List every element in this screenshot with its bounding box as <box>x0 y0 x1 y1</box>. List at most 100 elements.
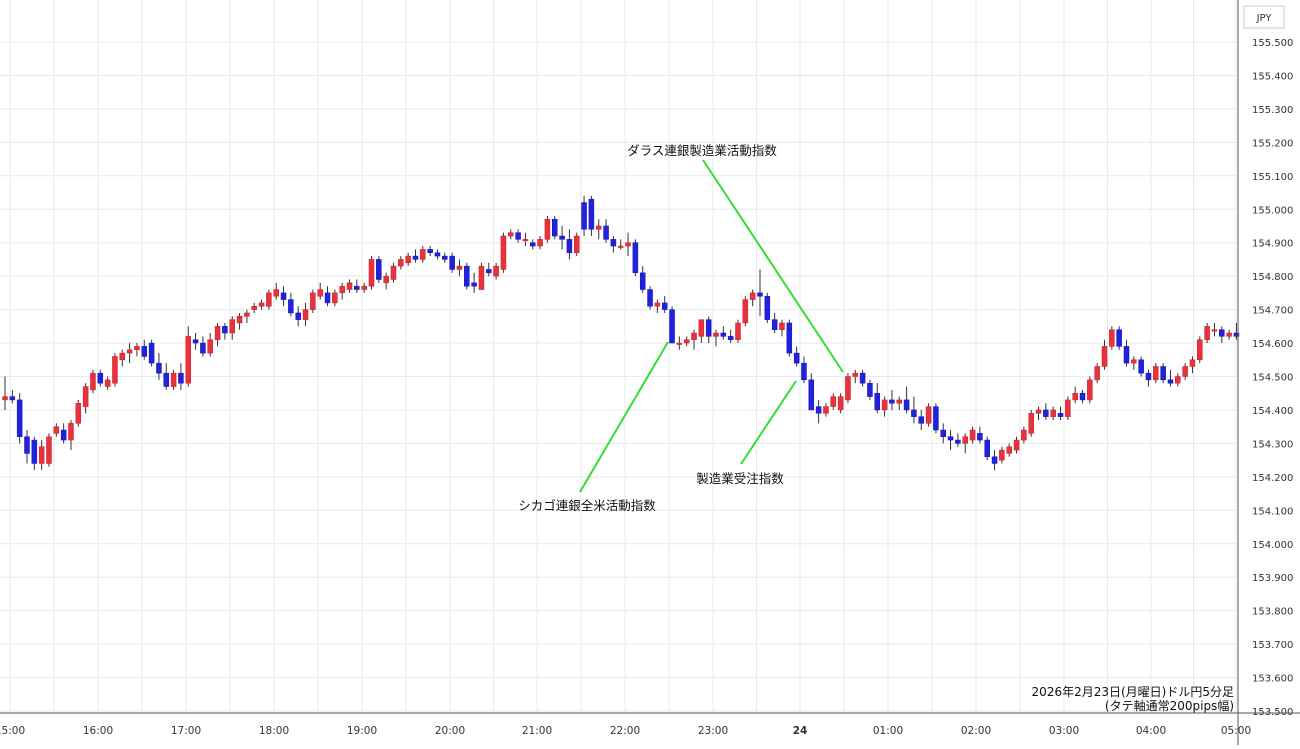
candle-down <box>1160 366 1166 381</box>
y-tick-label: 153.600 <box>1252 674 1293 685</box>
y-tick-label: 154.700 <box>1252 306 1293 317</box>
candle-down <box>141 346 148 357</box>
candle-down <box>1057 413 1064 417</box>
candle-up <box>1204 326 1210 340</box>
candle-up <box>2 396 8 401</box>
candle-down <box>1138 359 1144 374</box>
currency-label-box <box>1243 5 1285 29</box>
candle-up <box>420 249 426 260</box>
annotation-leader-line <box>702 159 844 373</box>
candle-down <box>449 255 455 270</box>
candle-down <box>720 332 727 337</box>
candle-down <box>530 242 536 247</box>
candle-up <box>266 292 272 307</box>
candle-up <box>896 399 903 404</box>
candle-up <box>104 379 111 387</box>
candle-down <box>486 269 492 274</box>
y-tick-label: 153.700 <box>1252 640 1293 651</box>
candle-down <box>801 362 807 381</box>
candle-up <box>361 285 367 290</box>
candle-down <box>1167 379 1174 384</box>
x-tick-label: 04:00 <box>1136 725 1166 737</box>
x-tick-label: 23:00 <box>698 725 728 737</box>
candle-down <box>947 436 954 441</box>
y-tick-label: 155.100 <box>1252 172 1293 183</box>
candle-up <box>537 239 543 247</box>
candle-up <box>1094 366 1100 381</box>
candle-up <box>1197 339 1203 361</box>
candle-up <box>1153 366 1159 381</box>
candle-down <box>192 339 199 344</box>
candle-up <box>1182 366 1188 377</box>
candle-up <box>368 259 375 287</box>
candle-up <box>683 339 690 344</box>
candle-down <box>97 372 104 384</box>
x-tick-label: 20:00 <box>435 725 465 737</box>
candle-down <box>200 342 206 354</box>
candle-down <box>376 259 382 280</box>
candle-down <box>1079 392 1086 401</box>
candle-up <box>317 289 323 297</box>
candle-down <box>464 265 470 287</box>
candle-up <box>852 372 859 377</box>
y-tick-label: 154.300 <box>1252 439 1293 450</box>
candle-down <box>933 406 939 431</box>
candle-down <box>434 252 441 257</box>
candle-down <box>31 439 38 464</box>
candle-up <box>544 219 551 240</box>
candle-up <box>185 336 191 384</box>
candle-down <box>793 352 800 364</box>
candles <box>2 195 1240 471</box>
candle-down <box>632 242 639 274</box>
y-tick-label: 154.500 <box>1252 373 1293 384</box>
candle-down <box>705 319 712 337</box>
candle-down <box>977 433 983 441</box>
currency-label: JPY <box>1256 13 1273 24</box>
candle-down <box>412 255 419 260</box>
candle-down <box>984 439 990 458</box>
candle-up <box>134 346 140 350</box>
candle-down <box>552 219 558 237</box>
chart-caption-line2: (タテ軸通常200pips幅) <box>1105 698 1234 713</box>
candle-down <box>911 409 917 417</box>
candle-up <box>456 265 463 270</box>
candle-down <box>771 319 778 330</box>
candle-down <box>903 399 910 411</box>
x-tick-label: 05:00 <box>1221 725 1251 737</box>
y-tick-label: 155.400 <box>1252 71 1293 82</box>
candle-down <box>757 292 763 297</box>
candle-up <box>749 292 756 300</box>
candle-down <box>354 285 360 290</box>
candle-down <box>288 299 294 314</box>
candle-down <box>955 439 961 444</box>
candle-down <box>940 429 946 437</box>
candle-up <box>405 255 411 264</box>
candle-down <box>603 225 609 240</box>
candle-up <box>53 426 60 434</box>
candle-up <box>573 235 580 253</box>
annotation-leader-line <box>740 380 797 465</box>
candle-up <box>1131 359 1137 364</box>
candle-up <box>962 436 968 444</box>
candle-up <box>90 372 96 391</box>
x-tick-label: 17:00 <box>171 725 201 737</box>
candle-up <box>735 322 741 340</box>
candle-up <box>126 349 133 354</box>
y-tick-label: 154.800 <box>1252 272 1293 283</box>
candle-down <box>581 202 587 230</box>
candle-up <box>837 396 844 411</box>
x-tick-label: 01:00 <box>873 725 903 737</box>
candle-up <box>691 332 697 340</box>
candle-up <box>346 282 353 290</box>
candle-down <box>918 416 924 424</box>
candle-down <box>815 406 822 414</box>
candle-up <box>830 396 837 407</box>
candle-down <box>808 379 815 411</box>
candle-up <box>478 265 485 290</box>
y-tick-label: 155.300 <box>1252 105 1293 116</box>
candle-up <box>1175 376 1181 384</box>
candle-up <box>214 326 221 340</box>
candle-up <box>881 399 888 411</box>
